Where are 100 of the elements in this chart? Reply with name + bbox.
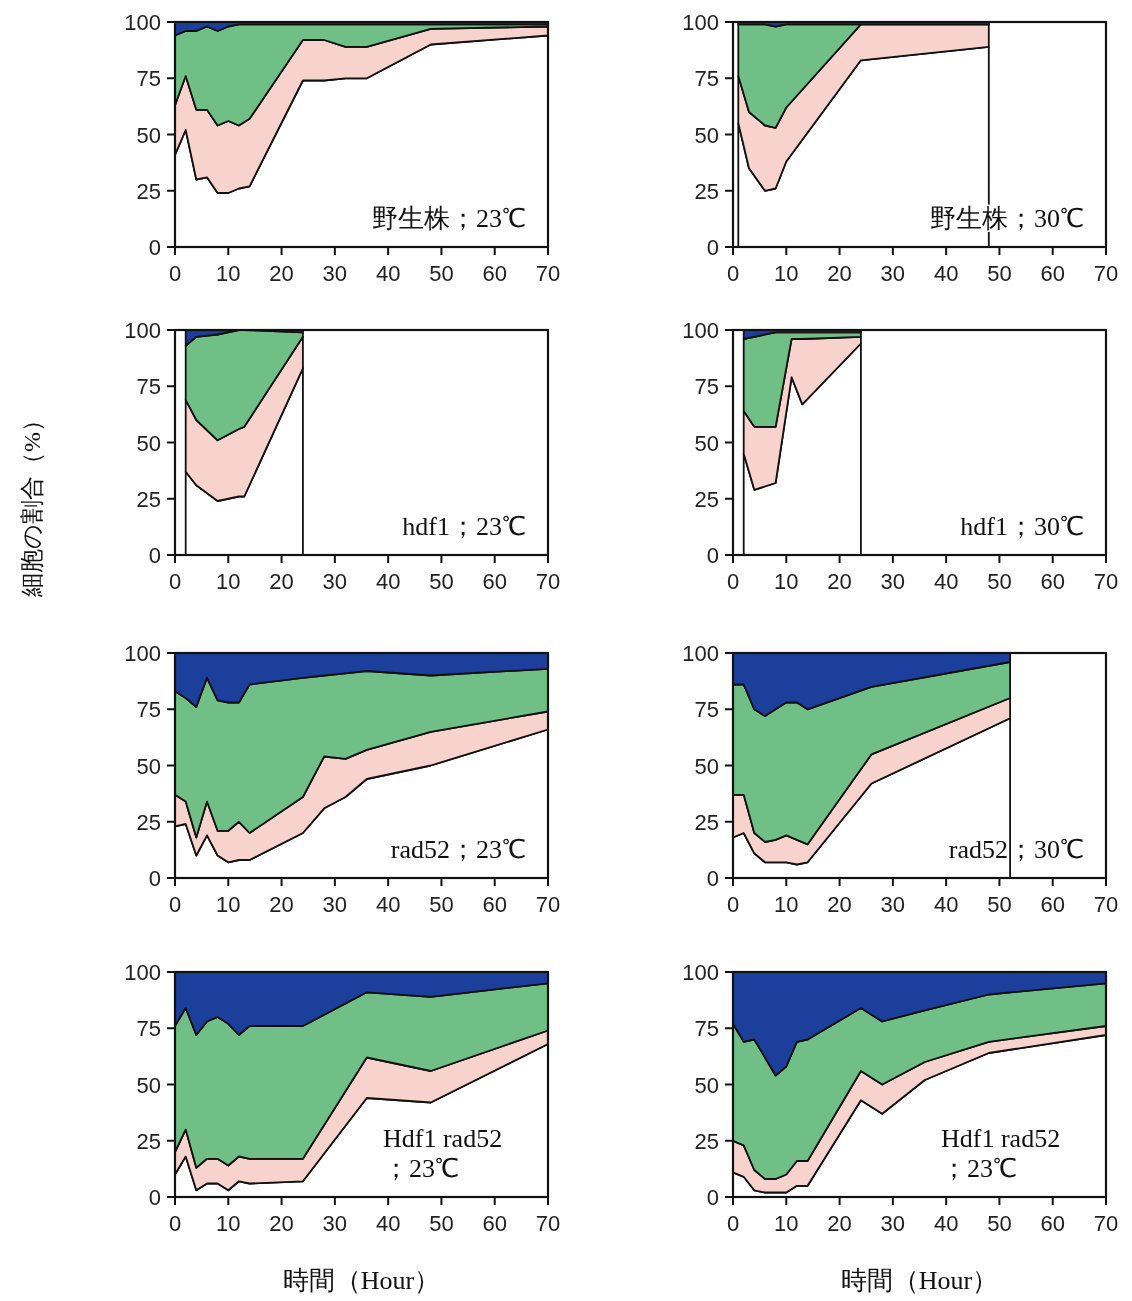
annotation: rad52；30℃	[948, 835, 1084, 864]
x-tick-label: 20	[827, 569, 852, 594]
x-tick-label: 10	[774, 569, 799, 594]
x-tick-label: 70	[1093, 261, 1119, 286]
x-tick-label: 70	[1093, 569, 1119, 594]
y-axis-title: 細胞の割合（%）	[19, 408, 45, 598]
y-tick-label: 0	[706, 1185, 719, 1210]
y-tick-label: 100	[124, 10, 161, 35]
x-tick-label: 30	[880, 569, 906, 594]
x-tick-label: 40	[933, 892, 959, 917]
y-tick-label: 25	[136, 809, 161, 835]
x-tick-label: 0	[168, 892, 182, 917]
y-tick-label: 75	[136, 374, 161, 400]
x-tick-label: 30	[322, 569, 348, 594]
y-tick-label: 75	[694, 697, 719, 723]
y-tick-label: 75	[136, 66, 161, 92]
x-tick-label: 40	[933, 1211, 959, 1236]
y-tick-label: 100	[124, 318, 161, 343]
x-tick-label: 60	[1040, 261, 1065, 286]
x-tick-label: 60	[1040, 1211, 1065, 1236]
y-tick-label: 25	[694, 486, 719, 512]
x-tick-label: 0	[168, 569, 182, 594]
x-tick-label: 30	[880, 892, 906, 917]
x-tick-label: 30	[322, 892, 348, 917]
x-tick-label: 40	[933, 569, 959, 594]
x-axis-title: 時間（Hour）	[840, 1266, 999, 1295]
y-tick-label: 0	[706, 235, 719, 260]
y-tick-label: 0	[706, 543, 719, 568]
x-tick-label: 50	[429, 569, 454, 594]
y-tick-label: 25	[694, 178, 719, 204]
x-tick-label: 70	[535, 1211, 561, 1236]
y-tick-label: 75	[136, 1016, 161, 1042]
y-tick-label: 100	[682, 960, 719, 985]
x-tick-label: 70	[535, 892, 561, 917]
y-tick-label: 50	[136, 1072, 161, 1098]
x-tick-label: 10	[216, 569, 241, 594]
x-tick-label: 50	[987, 892, 1012, 917]
y-tick-label: 50	[694, 1072, 719, 1098]
x-tick-label: 40	[375, 1211, 401, 1236]
y-tick-label: 25	[694, 809, 719, 835]
x-tick-label: 20	[269, 569, 294, 594]
y-tick-label: 50	[136, 753, 161, 779]
x-tick-label: 40	[375, 892, 401, 917]
x-tick-label: 20	[827, 1211, 852, 1236]
y-tick-label: 100	[682, 10, 719, 35]
x-tick-label: 20	[827, 261, 852, 286]
annotation: Hdf1 rad52 ；23℃	[941, 1124, 1061, 1183]
x-axis-title: 時間（Hour）	[282, 1266, 441, 1295]
x-tick-label: 40	[933, 261, 959, 286]
x-tick-label: 60	[482, 892, 507, 917]
y-tick-label: 25	[136, 178, 161, 204]
y-tick-label: 0	[148, 866, 161, 891]
x-tick-label: 40	[375, 569, 401, 594]
x-tick-label: 10	[774, 1211, 799, 1236]
y-tick-label: 50	[694, 122, 719, 148]
x-tick-label: 10	[216, 1211, 241, 1236]
annotation: rad52；23℃	[390, 835, 526, 864]
y-tick-label: 0	[148, 1185, 161, 1210]
x-tick-label: 50	[429, 1211, 454, 1236]
x-tick-label: 0	[726, 261, 740, 286]
x-tick-label: 0	[726, 892, 740, 917]
x-tick-label: 30	[322, 261, 348, 286]
x-tick-label: 10	[216, 261, 241, 286]
y-tick-label: 100	[682, 318, 719, 343]
y-tick-label: 75	[694, 66, 719, 92]
x-tick-label: 70	[535, 261, 561, 286]
y-tick-label: 75	[136, 697, 161, 723]
annotation: 野生株；23℃	[372, 204, 526, 233]
x-tick-label: 50	[987, 261, 1012, 286]
annotation: hdf1；30℃	[960, 512, 1084, 541]
y-tick-label: 75	[694, 1016, 719, 1042]
x-tick-label: 60	[482, 261, 507, 286]
y-tick-label: 0	[706, 866, 719, 891]
y-tick-label: 100	[124, 641, 161, 666]
y-tick-label: 75	[694, 374, 719, 400]
x-tick-label: 0	[726, 1211, 740, 1236]
x-tick-label: 50	[429, 261, 454, 286]
x-tick-label: 0	[168, 261, 182, 286]
x-tick-label: 30	[880, 1211, 906, 1236]
x-tick-label: 50	[987, 1211, 1012, 1236]
y-tick-label: 50	[694, 430, 719, 456]
y-tick-label: 100	[682, 641, 719, 666]
y-tick-label: 25	[136, 486, 161, 512]
y-tick-label: 25	[136, 1128, 161, 1154]
x-tick-label: 50	[429, 892, 454, 917]
y-tick-label: 25	[694, 1128, 719, 1154]
x-tick-label: 60	[482, 569, 507, 594]
annotation: Hdf1 rad52 ；23℃	[383, 1124, 503, 1183]
x-tick-label: 20	[269, 892, 294, 917]
x-tick-label: 0	[168, 1211, 182, 1236]
x-tick-label: 20	[269, 1211, 294, 1236]
x-tick-label: 70	[1093, 1211, 1119, 1236]
y-tick-label: 50	[136, 122, 161, 148]
x-tick-label: 60	[482, 1211, 507, 1236]
annotation: hdf1；23℃	[402, 512, 526, 541]
x-tick-label: 20	[827, 892, 852, 917]
x-tick-label: 20	[269, 261, 294, 286]
x-tick-label: 40	[375, 261, 401, 286]
y-tick-label: 50	[136, 430, 161, 456]
x-tick-label: 10	[774, 892, 799, 917]
